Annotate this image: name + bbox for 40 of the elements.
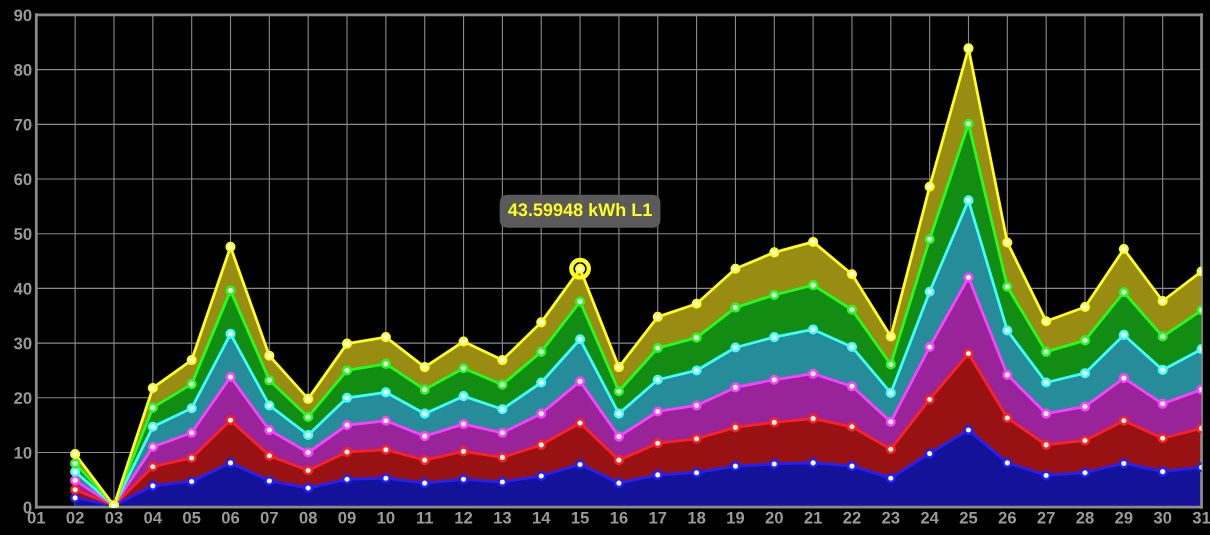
y-tick-label: 90 [14, 9, 32, 22]
x-tick-label: 16 [610, 511, 628, 524]
x-tick-label: 03 [105, 511, 123, 524]
x-tick-label: 28 [1076, 511, 1094, 524]
x-tick-label: 27 [1037, 511, 1055, 524]
y-tick-label: 60 [14, 173, 32, 186]
x-tick-label: 13 [494, 511, 512, 524]
x-tick-label: 14 [533, 511, 551, 524]
x-tick-label: 31 [1192, 511, 1210, 524]
x-tick-label: 18 [688, 511, 706, 524]
y-tick-label: 20 [14, 392, 32, 405]
x-tick-label: 23 [882, 511, 900, 524]
x-tick-label: 17 [649, 511, 667, 524]
x-tick-label: 20 [765, 511, 783, 524]
y-tick-label: 80 [14, 64, 32, 76]
x-tick-label: 24 [920, 511, 939, 524]
y-tick-label: 10 [14, 446, 32, 459]
x-tick-label: 07 [260, 511, 278, 524]
x-tick-label: 04 [144, 511, 162, 524]
y-tick-label: 40 [13, 282, 32, 295]
x-tick-label: 29 [1115, 511, 1133, 524]
x-tick-label: 10 [377, 511, 395, 524]
x-tick-label: 21 [804, 511, 822, 524]
x-tick-label: 11 [416, 511, 434, 524]
x-tick-label: 22 [843, 511, 861, 524]
y-tick-label: 30 [13, 337, 32, 350]
x-tick-label: 12 [455, 511, 473, 524]
x-tick-label: 25 [959, 511, 978, 524]
x-tick-label: 06 [221, 511, 240, 524]
x-tick-label: 05 [183, 511, 201, 524]
x-tick-label: 19 [727, 511, 745, 524]
x-tick-label: 26 [998, 511, 1016, 524]
x-tick-label: 08 [299, 511, 317, 524]
y-tick-label: 70 [14, 118, 32, 131]
x-tick-label: 09 [338, 511, 356, 524]
annotation: 43.59948 kWh L1 [508, 202, 652, 217]
x-tick-label: 30 [1153, 511, 1172, 524]
x-tick-label: 15 [571, 511, 589, 524]
y-tick-label: 50 [14, 228, 32, 240]
x-tick-label: 02 [66, 511, 84, 524]
